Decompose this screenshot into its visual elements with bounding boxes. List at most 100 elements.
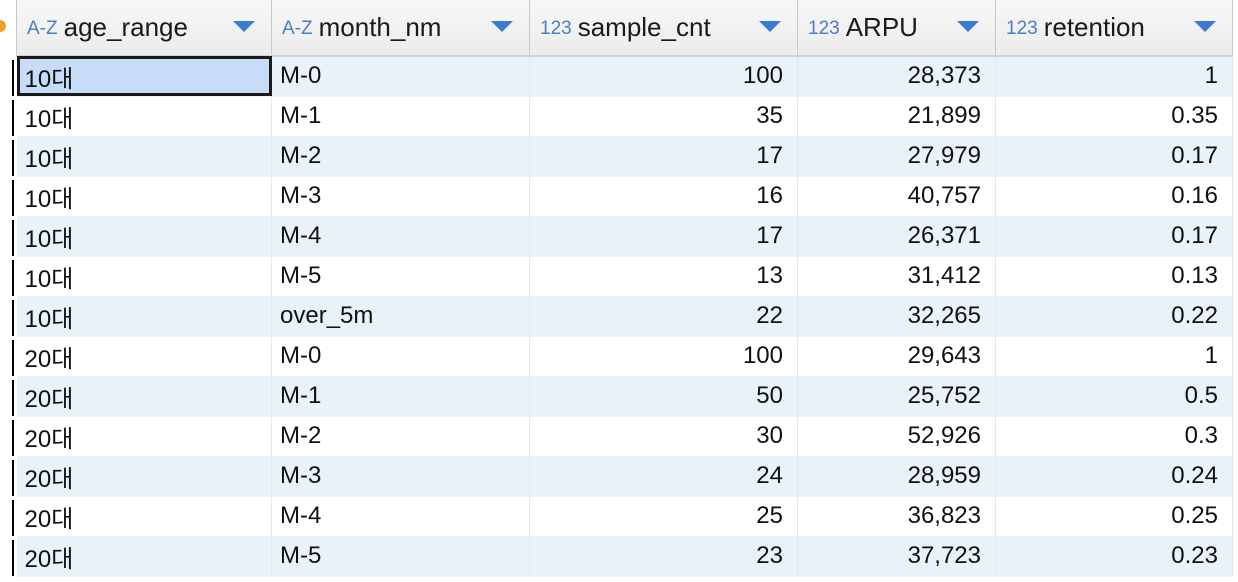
cell-retention[interactable]: 0.23 [995, 536, 1233, 577]
table-row[interactable]: 10대 M-4 17 26,371 0.17 [16, 216, 1233, 257]
cell-retention[interactable]: 0.17 [995, 216, 1233, 257]
cell-month-nm[interactable]: M-1 [271, 376, 530, 417]
cell-arpu[interactable]: 32,265 [797, 296, 996, 337]
cell-arpu[interactable]: 28,959 [797, 456, 996, 497]
column-name: sample_cnt [577, 12, 711, 42]
table-row[interactable]: 20대 M-3 24 28,959 0.24 [16, 456, 1233, 497]
cell-month-nm[interactable]: M-0 [271, 56, 530, 97]
cell-retention[interactable]: 0.5 [995, 376, 1233, 417]
cell-sample-cnt[interactable]: 100 [529, 56, 798, 97]
row-gutter [0, 0, 16, 582]
table-row[interactable]: 20대 M-0 100 29,643 1 [16, 336, 1233, 377]
cell-sample-cnt[interactable]: 100 [529, 336, 798, 377]
number-type-icon: 123 [1006, 18, 1038, 39]
column-header-month-nm[interactable]: A-Z month_nm [271, 0, 530, 57]
row-gutter-line [12, 100, 14, 136]
cell-arpu[interactable]: 36,823 [797, 496, 996, 537]
row-gutter-line [12, 460, 14, 496]
cell-month-nm[interactable]: M-5 [271, 256, 530, 297]
cell-month-nm[interactable]: M-5 [271, 536, 530, 577]
cell-arpu[interactable]: 21,899 [797, 96, 996, 137]
row-gutter-line [12, 300, 14, 336]
cell-age-range[interactable]: 20대 [16, 416, 272, 457]
cell-arpu[interactable]: 52,926 [797, 416, 996, 457]
cell-age-range[interactable]: 20대 [16, 496, 272, 537]
cell-month-nm[interactable]: M-0 [271, 336, 530, 377]
row-gutter-line [12, 420, 14, 456]
cell-age-range[interactable]: 10대 [16, 176, 272, 217]
cell-arpu[interactable]: 40,757 [797, 176, 996, 217]
table-row[interactable]: 10대 over_5m 22 32,265 0.22 [16, 296, 1233, 337]
table-row[interactable]: 10대 M-0 100 28,373 1 [16, 56, 1233, 97]
cell-age-range[interactable]: 10대 [16, 136, 272, 177]
column-header-sample-cnt[interactable]: 123 sample_cnt [529, 0, 798, 57]
row-gutter-line [12, 500, 14, 536]
cell-retention[interactable]: 1 [995, 336, 1233, 377]
cell-sample-cnt[interactable]: 25 [529, 496, 798, 537]
cell-retention[interactable]: 0.25 [995, 496, 1233, 537]
cell-arpu[interactable]: 26,371 [797, 216, 996, 257]
number-type-icon: 123 [540, 18, 572, 39]
cell-month-nm[interactable]: M-3 [271, 456, 530, 497]
table-row[interactable]: 20대 M-5 23 37,723 0.23 [16, 536, 1233, 577]
sort-dropdown-icon[interactable] [957, 21, 979, 32]
row-gutter-line [12, 540, 14, 576]
cell-sample-cnt[interactable]: 24 [529, 456, 798, 497]
cell-month-nm[interactable]: M-3 [271, 176, 530, 217]
cell-arpu[interactable]: 28,373 [797, 56, 996, 97]
cell-age-range[interactable]: 20대 [16, 376, 272, 417]
cell-retention[interactable]: 0.24 [995, 456, 1233, 497]
column-header-retention[interactable]: 123 retention [995, 0, 1233, 57]
cell-age-range[interactable]: 10대 [16, 256, 272, 297]
table-row[interactable]: 10대 M-2 17 27,979 0.17 [16, 136, 1233, 177]
cell-arpu[interactable]: 27,979 [797, 136, 996, 177]
cell-retention[interactable]: 0.13 [995, 256, 1233, 297]
table-row[interactable]: 10대 M-1 35 21,899 0.35 [16, 96, 1233, 137]
cell-month-nm[interactable]: M-2 [271, 416, 530, 457]
table-row[interactable]: 20대 M-1 50 25,752 0.5 [16, 376, 1233, 417]
cell-age-range[interactable]: 20대 [16, 336, 272, 377]
cell-retention[interactable]: 0.22 [995, 296, 1233, 337]
column-header-age-range[interactable]: A-Z age_range [16, 0, 272, 57]
cell-age-range[interactable]: 10대 [16, 96, 272, 137]
sort-dropdown-icon[interactable] [1194, 21, 1216, 32]
cell-month-nm[interactable]: M-2 [271, 136, 530, 177]
table-row[interactable]: 10대 M-5 13 31,412 0.13 [16, 256, 1233, 297]
cell-sample-cnt[interactable]: 30 [529, 416, 798, 457]
table-row[interactable]: 20대 M-4 25 36,823 0.25 [16, 496, 1233, 537]
cell-arpu[interactable]: 25,752 [797, 376, 996, 417]
cell-sample-cnt[interactable]: 17 [529, 216, 798, 257]
cell-sample-cnt[interactable]: 23 [529, 536, 798, 577]
cell-month-nm[interactable]: M-1 [271, 96, 530, 137]
cell-age-range[interactable]: 20대 [16, 456, 272, 497]
sort-dropdown-icon[interactable] [233, 21, 255, 32]
cell-retention[interactable]: 0.16 [995, 176, 1233, 217]
cell-age-range[interactable]: 10대 [16, 56, 272, 97]
cell-sample-cnt[interactable]: 17 [529, 136, 798, 177]
sort-dropdown-icon[interactable] [759, 21, 781, 32]
cell-retention[interactable]: 0.3 [995, 416, 1233, 457]
sort-dropdown-icon[interactable] [491, 21, 513, 32]
cell-month-nm[interactable]: M-4 [271, 216, 530, 257]
cell-retention[interactable]: 0.35 [995, 96, 1233, 137]
cell-sample-cnt[interactable]: 22 [529, 296, 798, 337]
cell-age-range[interactable]: 20대 [16, 536, 272, 577]
column-header-arpu[interactable]: 123 ARPU [797, 0, 996, 57]
table-row[interactable]: 10대 M-3 16 40,757 0.16 [16, 176, 1233, 217]
cell-arpu[interactable]: 31,412 [797, 256, 996, 297]
cell-age-range[interactable]: 10대 [16, 296, 272, 337]
row-gutter-line [12, 340, 14, 376]
row-marker-icon [0, 20, 6, 32]
cell-month-nm[interactable]: M-4 [271, 496, 530, 537]
cell-retention[interactable]: 1 [995, 56, 1233, 97]
table-row[interactable]: 20대 M-2 30 52,926 0.3 [16, 416, 1233, 457]
cell-month-nm[interactable]: over_5m [271, 296, 530, 337]
cell-sample-cnt[interactable]: 50 [529, 376, 798, 417]
cell-sample-cnt[interactable]: 35 [529, 96, 798, 137]
cell-arpu[interactable]: 37,723 [797, 536, 996, 577]
cell-sample-cnt[interactable]: 16 [529, 176, 798, 217]
cell-age-range[interactable]: 10대 [16, 216, 272, 257]
cell-arpu[interactable]: 29,643 [797, 336, 996, 377]
cell-retention[interactable]: 0.17 [995, 136, 1233, 177]
cell-sample-cnt[interactable]: 13 [529, 256, 798, 297]
